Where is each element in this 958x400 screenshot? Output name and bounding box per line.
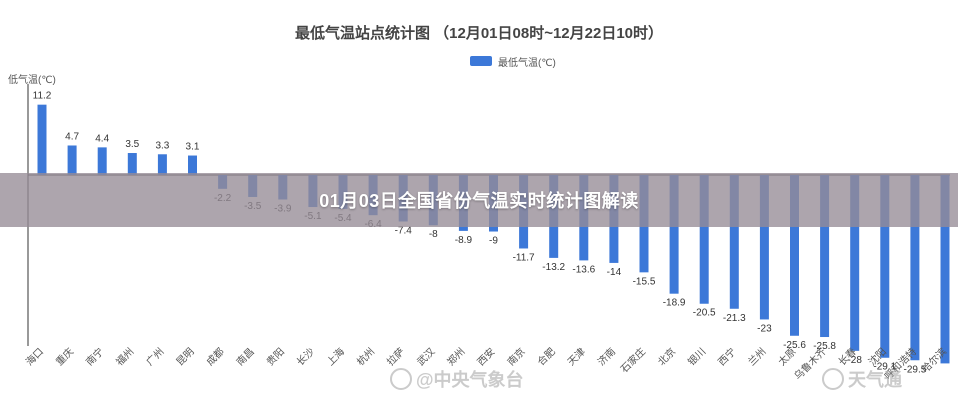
bar — [188, 155, 197, 175]
bar — [699, 175, 709, 304]
x-tick-label: 南昌 — [233, 345, 256, 368]
x-tick-label: 郑州 — [444, 345, 467, 368]
data-label: -18.9 — [663, 298, 686, 309]
bar — [910, 175, 920, 361]
bar — [940, 175, 950, 364]
legend[interactable]: 最低气温(℃) — [470, 54, 556, 69]
data-label: -23 — [757, 323, 772, 334]
watermark-right-text: 天气通 — [848, 370, 902, 390]
bar — [850, 175, 860, 351]
bar — [97, 147, 107, 175]
x-tick-label: 昆明 — [174, 346, 197, 369]
bar — [880, 175, 890, 358]
x-tick-label: 南京 — [504, 345, 527, 368]
x-tick-label: 长沙 — [294, 346, 317, 369]
x-tick-label: 重庆 — [53, 345, 76, 368]
x-tick-label: 西安 — [474, 345, 497, 368]
x-tick-label: 广州 — [144, 346, 167, 369]
data-label: 11.2 — [33, 91, 52, 102]
bar — [790, 175, 799, 336]
data-label: 4.7 — [65, 131, 79, 142]
x-tick-label: 上海 — [324, 345, 347, 368]
x-tick-label: 石家庄 — [618, 345, 648, 375]
x-tick-label: 合肥 — [534, 345, 557, 368]
data-label: -29.5 — [904, 364, 927, 375]
y-axis-label: 低气温(℃) — [8, 75, 56, 86]
data-label: -14 — [607, 267, 622, 278]
x-tick-label: 天津 — [565, 346, 588, 369]
watermark-right: 天气通 — [822, 366, 902, 392]
x-tick-label: 银川 — [685, 345, 708, 368]
data-label: -15.5 — [633, 276, 656, 287]
chart-title: 最低气温站点统计图 （12月01日08时~12月22日10时） — [294, 25, 664, 42]
bar — [759, 175, 769, 320]
x-tick-label: 济南 — [595, 345, 618, 368]
bar — [157, 154, 167, 175]
bar — [729, 175, 739, 309]
data-label: 3.5 — [125, 139, 139, 150]
weibo-logo-icon — [390, 368, 412, 390]
data-label: -9 — [489, 236, 498, 247]
x-tick-label: 武汉 — [414, 345, 437, 368]
title-banner: 01月03日全国省份气温实时统计图解读 — [0, 173, 958, 227]
data-label: -28 — [847, 355, 862, 366]
data-label: 3.3 — [155, 140, 169, 151]
data-label: -21.3 — [723, 313, 746, 324]
watermark-left-text: @中央气象台 — [416, 370, 524, 390]
legend-swatch — [470, 56, 492, 66]
x-tick-label: 兰州 — [745, 345, 768, 368]
data-label: -13.2 — [542, 262, 565, 273]
x-tick-label: 拉萨 — [384, 345, 407, 368]
legend-label: 最低气温(℃) — [498, 57, 556, 69]
bar — [820, 175, 830, 338]
bar — [669, 175, 679, 294]
data-label: -8 — [429, 229, 438, 240]
data-label: -11.7 — [513, 252, 535, 263]
watermark-left: @中央气象台 — [390, 366, 524, 392]
bar — [67, 145, 77, 175]
x-tick-label: 成都 — [204, 346, 227, 369]
bar — [37, 104, 47, 175]
x-tick-label: 福州 — [113, 345, 136, 368]
data-label: -25.8 — [813, 341, 836, 352]
weibo-logo-icon — [822, 368, 844, 390]
x-tick-label: 杭州 — [354, 345, 377, 368]
data-label: 3.1 — [186, 142, 200, 153]
x-tick-label: 北京 — [655, 345, 678, 368]
data-label: -7.4 — [395, 225, 413, 236]
data-label: -29.1 — [873, 362, 896, 373]
x-tick-label: 海口 — [23, 345, 46, 368]
bar — [127, 153, 137, 175]
x-tick-label: 贵阳 — [264, 345, 287, 368]
data-label: -25.6 — [783, 340, 806, 351]
x-tick-label: 西宁 — [715, 345, 738, 368]
data-label: 4.4 — [95, 133, 109, 144]
data-label: -20.5 — [693, 308, 716, 319]
banner-text: 01月03日全国省份气温实时统计图解读 — [319, 191, 639, 211]
data-label: -13.6 — [572, 264, 595, 275]
x-tick-label: 南宁 — [83, 345, 106, 368]
data-label: -8.9 — [455, 235, 473, 246]
